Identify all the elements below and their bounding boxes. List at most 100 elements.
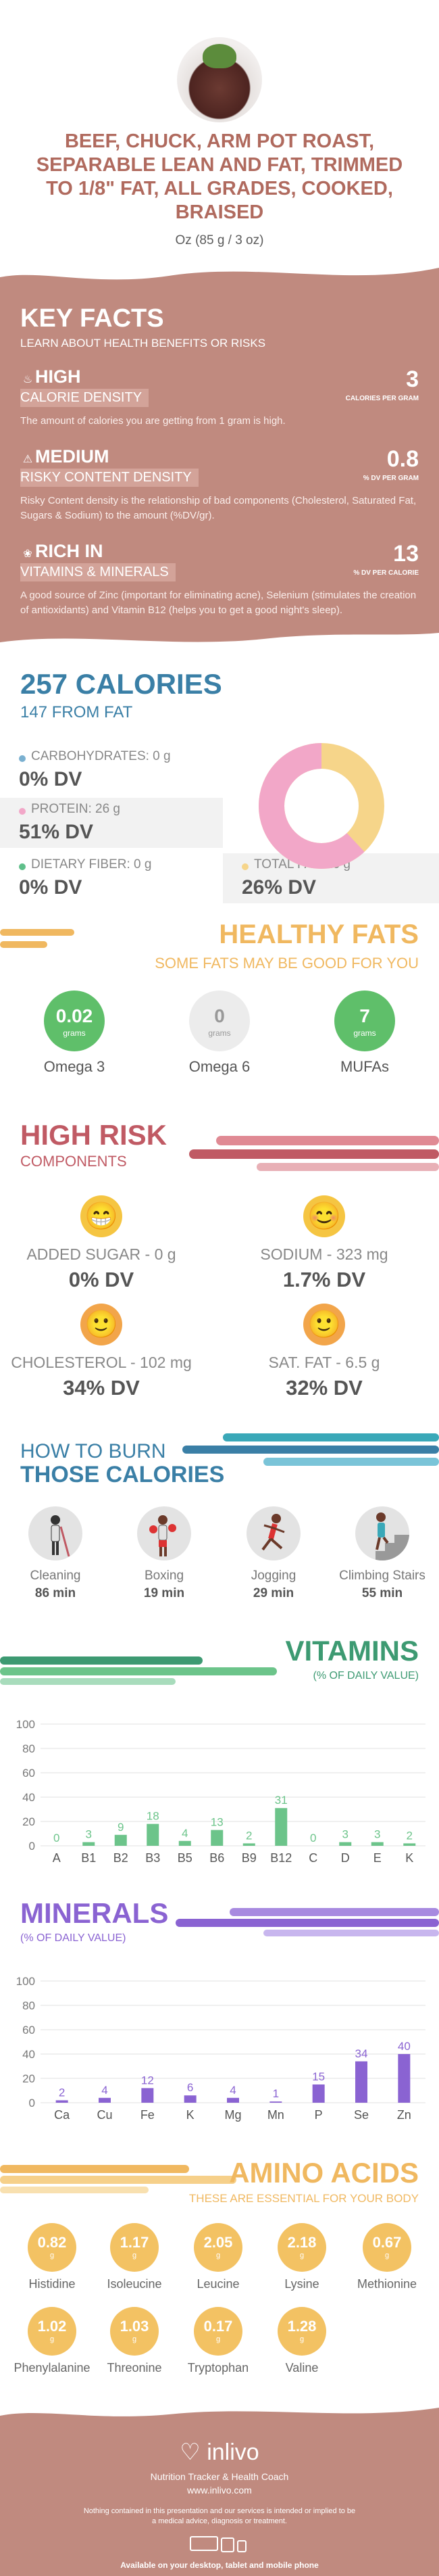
macro-carbohydrates: CARBOHYDRATES: 0 g 0% DV: [0, 745, 203, 795]
x-tick-label: K: [405, 1851, 413, 1865]
activity-name: Cleaning: [30, 1569, 81, 1583]
data-label: 2: [59, 2086, 65, 2099]
data-label: 15: [312, 2070, 325, 2083]
risk-label: SAT. FAT - 6.5 g: [268, 1354, 380, 1371]
data-label: 31: [275, 1794, 288, 1807]
risk-added-sugar: 😁 ADDED SUGAR - 0 g 0% DV: [0, 1195, 203, 1292]
brand-logo[interactable]: ♡ inlivo: [0, 2439, 439, 2466]
amino-value-circle: 2.05 g: [194, 2223, 242, 2272]
food-photo: [177, 37, 262, 122]
donut-protein-segment: [259, 743, 384, 869]
amino-name: Histidine: [28, 2277, 76, 2291]
mineral-bar-zn: [398, 2054, 411, 2103]
key-fact-vitamins-minerals: ❀ RICH IN VITAMINS & MINERALS 13 % DV PER…: [20, 541, 419, 618]
activity-name: Boxing: [144, 1569, 184, 1583]
burn-title-line1: HOW TO BURN: [20, 1440, 166, 1462]
vitamin-bar-e: [371, 1842, 384, 1846]
y-tick-label: 100: [16, 1975, 35, 1988]
data-label: 12: [141, 2074, 154, 2086]
stripe-decoration: [0, 929, 74, 948]
grin-icon: 😁: [80, 1195, 122, 1237]
minerals-subtitle: (% OF DAILY VALUE): [20, 1932, 126, 1944]
calories-from-fat: 147 FROM FAT: [20, 703, 133, 721]
carbs-dot-icon: [19, 755, 26, 762]
amino-value: 1.17: [120, 2234, 149, 2251]
x-tick-label: Se: [354, 2108, 369, 2122]
amino-name: Lysine: [284, 2277, 319, 2291]
key-fact-level: HIGH: [35, 366, 81, 387]
y-tick-label: 20: [22, 1815, 35, 1828]
risk-dv: 32% DV: [286, 1376, 363, 1400]
wave-decoration: [0, 2402, 439, 2416]
key-fact-unit: % DV PER GRAM: [363, 475, 419, 482]
fat-value-circle: 0 grams: [189, 991, 250, 1051]
footer: ♡ inlivo Nutrition Tracker & Health Coac…: [0, 2402, 439, 2576]
serving-size: Oz (85 g / 3 oz): [175, 233, 264, 247]
x-tick-label: B1: [81, 1851, 96, 1865]
amino-unit: g: [215, 2251, 221, 2260]
amino-value: 0.82: [37, 2234, 67, 2251]
risk-sat-fat: 🙂 SAT. FAT - 6.5 g 32% DV: [223, 1304, 425, 1400]
burn-title-line2: THOSE CALORIES: [20, 1462, 225, 1487]
macro-fiber: DIETARY FIBER: 0 g 0% DV: [0, 853, 203, 903]
x-tick-label: A: [53, 1851, 61, 1865]
key-fact-unit: CALORIES PER GRAM: [345, 395, 419, 402]
data-label: 13: [211, 1816, 224, 1829]
x-tick-label: B6: [209, 1851, 224, 1865]
key-fact-level: MEDIUM: [35, 446, 109, 467]
y-tick-label: 20: [22, 2072, 35, 2085]
wave-decoration: [0, 261, 439, 280]
minerals-bar-chart: 0 20 40 60 80 100 2 Ca 4 Cu 12 Fe 6 K 4 Mg 1 Mn 15 P 34 Se 40 Z…: [16, 1975, 425, 2122]
macro-dv: 51% DV: [19, 821, 94, 843]
y-tick-label: 0: [29, 2097, 35, 2109]
vitamins-subtitle: (% OF DAILY VALUE): [313, 1670, 419, 1681]
activity-minutes: 86 min: [34, 1586, 76, 1600]
risk-label: ADDED SUGAR - 0 g: [26, 1245, 176, 1263]
smile-icon: 😊: [303, 1195, 345, 1237]
stripe-decoration: [0, 2165, 236, 2193]
vitamin-bar-b5: [178, 1840, 191, 1846]
x-tick-label: B9: [242, 1851, 257, 1865]
healthy-fats-title: HEALTHY FATS: [219, 920, 419, 949]
fat-mufas: 7 grams MUFAs: [307, 991, 422, 1076]
x-tick-label: Cu: [97, 2108, 112, 2122]
amino-name: Valine: [285, 2361, 319, 2375]
x-tick-label: Mn: [267, 2108, 284, 2122]
activity-jogging: Jogging 29 min: [220, 1506, 328, 1601]
amino-unit: g: [132, 2251, 137, 2260]
protein-dot-icon: [19, 808, 26, 815]
data-label: 2: [407, 1829, 413, 1842]
vitamin-bar-b1: [82, 1842, 95, 1846]
brand-url-link[interactable]: www.inlivo.com: [187, 2485, 252, 2496]
risk-dv: 1.7% DV: [282, 1268, 366, 1291]
y-tick-label: 80: [22, 1999, 35, 2012]
risk-label: CHOLESTEROL - 102 mg: [11, 1354, 192, 1371]
amino-name: Leucine: [197, 2277, 240, 2291]
mineral-bar-k: [184, 2095, 197, 2103]
x-tick-label: E: [373, 1851, 382, 1865]
key-fact-label: VITAMINS & MINERALS: [20, 563, 176, 581]
amino-value: 1.03: [120, 2318, 149, 2335]
amino-threonine: 1.03 g Threonine: [94, 2307, 175, 2375]
x-tick-label: P: [315, 2108, 323, 2122]
vitamin-bar-b12: [275, 1808, 288, 1846]
risk-cholesterol: 🙂 CHOLESTEROL - 102 mg 34% DV: [0, 1304, 203, 1400]
mineral-bar-mn: [269, 2101, 282, 2103]
vitamin-bar-b6: [211, 1830, 224, 1846]
risk-label: SODIUM - 323 mg: [260, 1245, 388, 1263]
risk-sodium: 😊 SODIUM - 323 mg 1.7% DV: [223, 1195, 425, 1292]
macro-protein: PROTEIN: 26 g 51% DV: [0, 798, 223, 848]
amino-name: Tryptophan: [187, 2361, 249, 2375]
macro-label: DIETARY FIBER: 0 g: [31, 857, 152, 872]
fat-name: MUFAs: [340, 1058, 390, 1075]
data-label: 3: [374, 1828, 380, 1841]
fat-value: 0.02: [55, 1005, 93, 1026]
mineral-bar-ca: [55, 2100, 68, 2103]
key-fact-value: 13: [393, 541, 419, 567]
wave-decoration: [0, 633, 439, 650]
data-label: 3: [86, 1828, 92, 1841]
food-title: BEEF, CHUCK, ARM POT ROAST, SEPARABLE LE…: [36, 130, 403, 223]
key-fact-level: RICH IN: [35, 541, 103, 561]
key-fact-description: A good source of Zinc (important for eli…: [20, 590, 417, 616]
